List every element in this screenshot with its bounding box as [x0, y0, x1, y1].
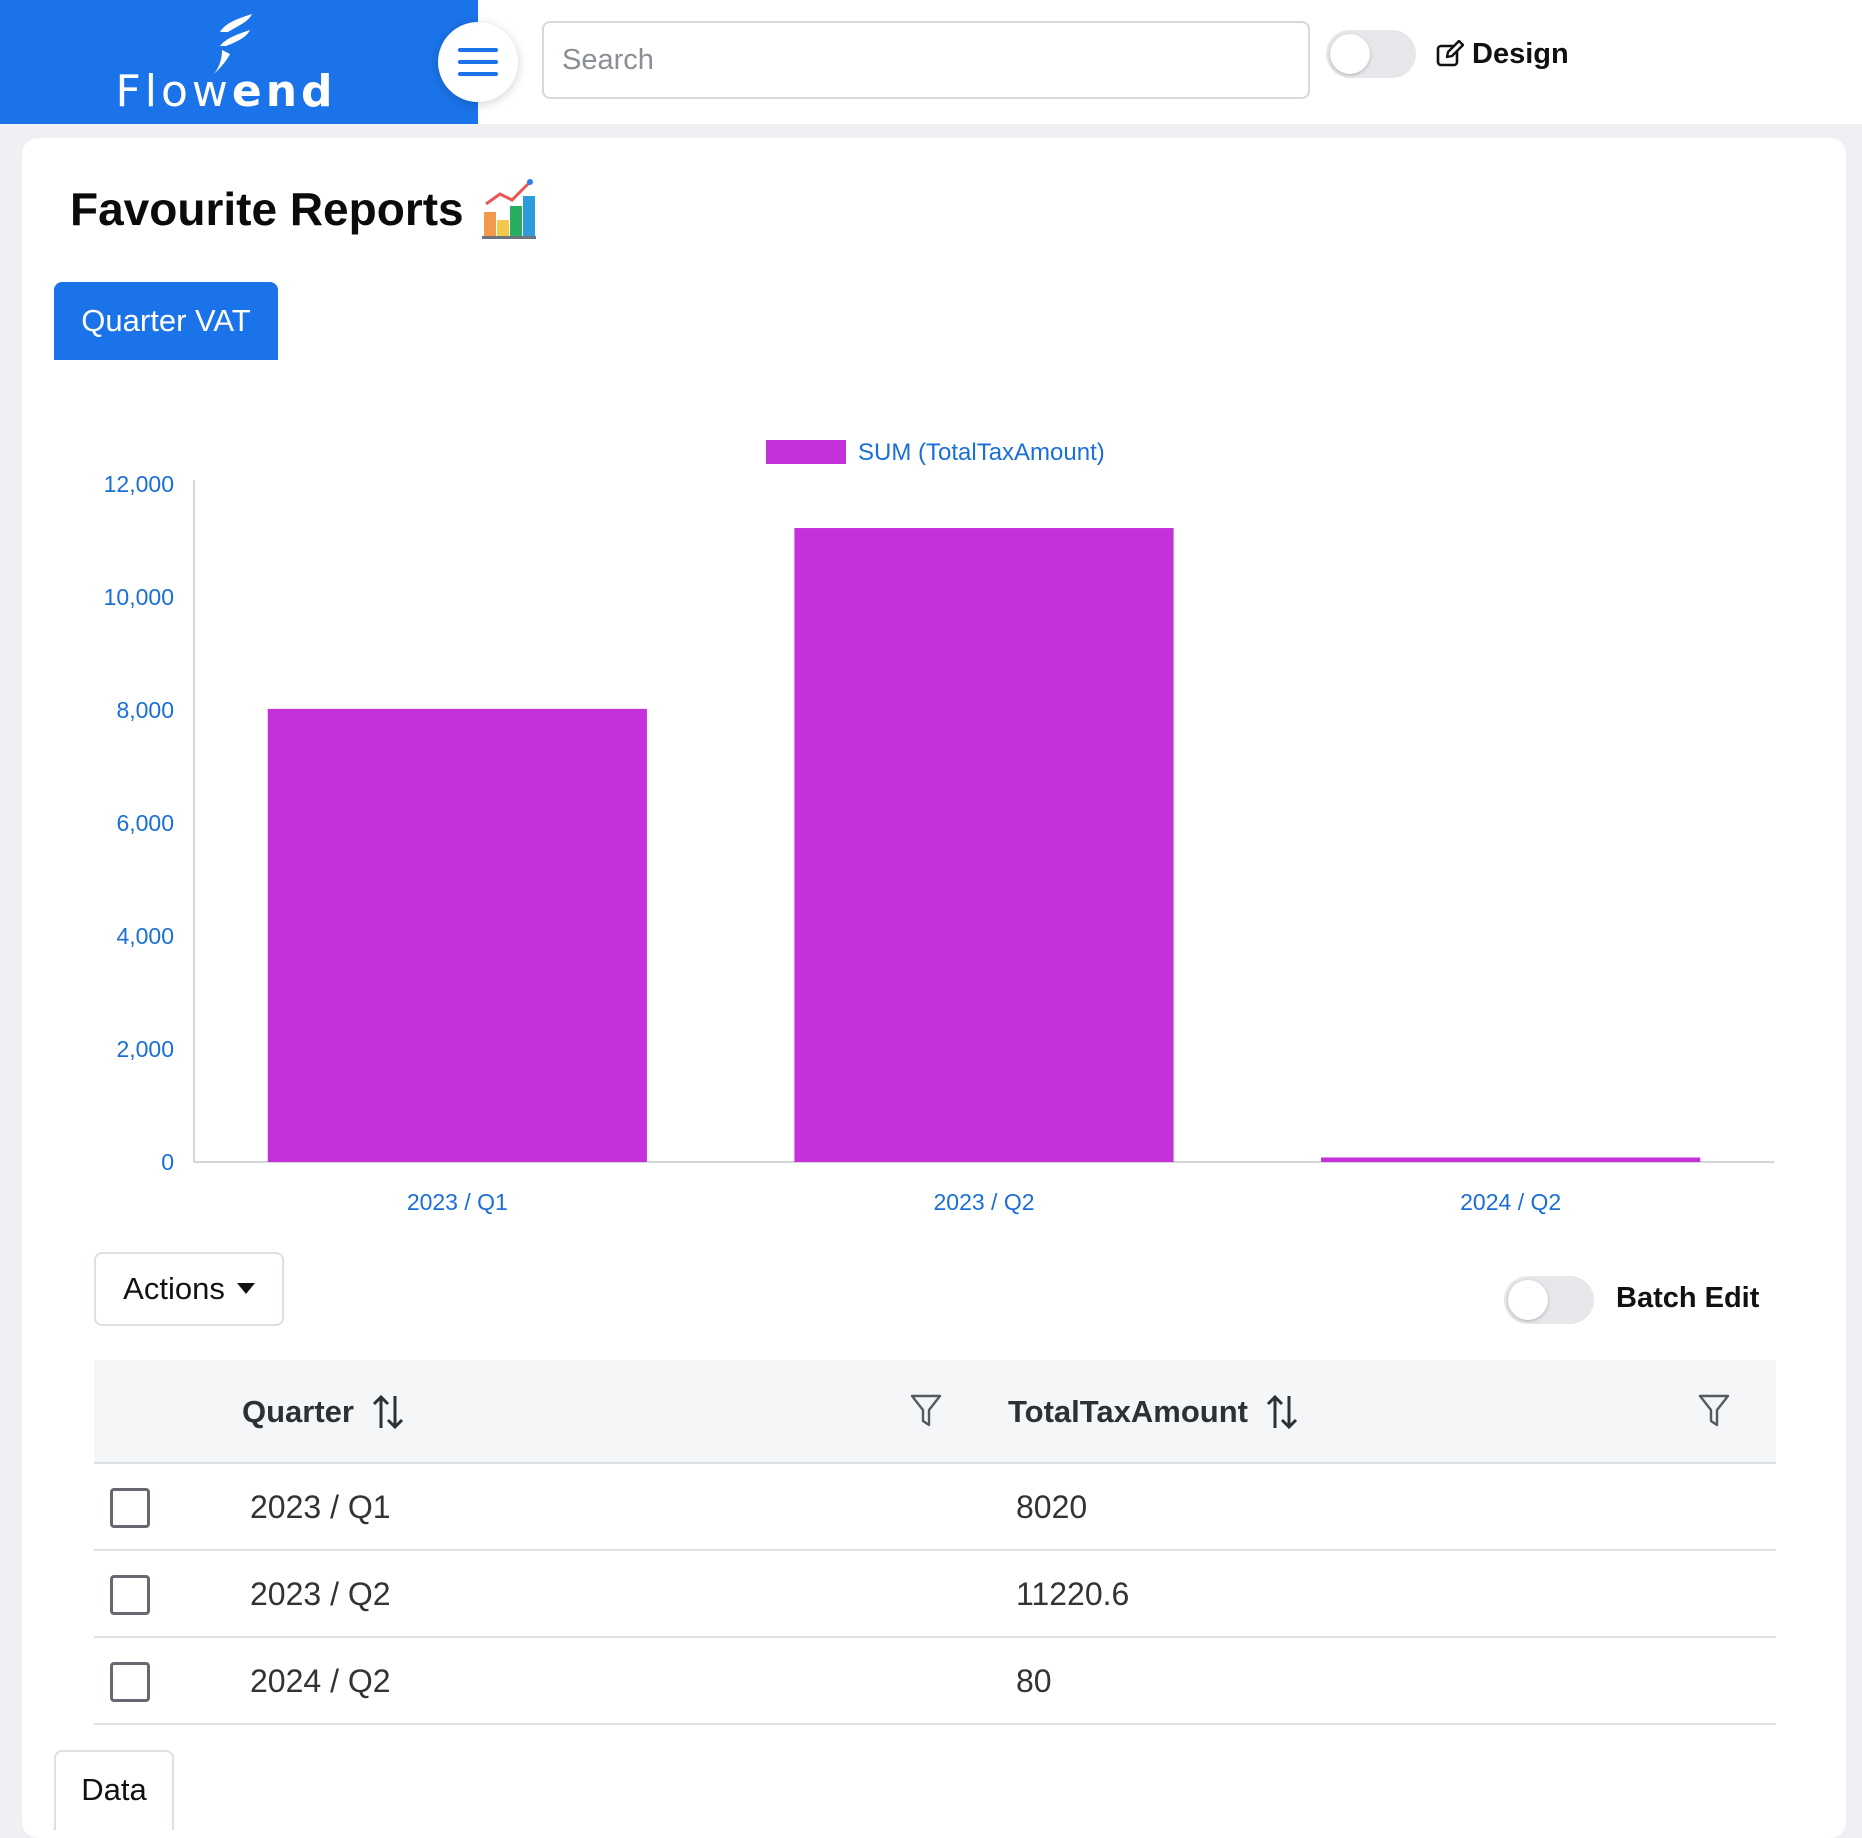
x-tick-label: 2023 / Q2 [933, 1189, 1034, 1215]
tab-data[interactable]: Data [54, 1750, 174, 1830]
y-tick-label: 4,000 [116, 923, 174, 949]
y-tick-label: 6,000 [116, 810, 174, 836]
actions-label: Actions [123, 1271, 225, 1306]
y-tick-label: 2,000 [116, 1036, 174, 1062]
page-title: Favourite Reports [70, 178, 538, 240]
cell-quarter: 2023 / Q2 [250, 1576, 391, 1612]
quarter-vat-bar-chart: SUM (TotalTaxAmount) 0 2,000 4,000 6,000 8,00… [104, 439, 1774, 1215]
search-input[interactable] [542, 21, 1310, 99]
table-header: Quarter TotalTaxAmount [94, 1360, 1776, 1464]
brand-name-light: Flow [115, 66, 232, 117]
column-header-totaltaxamount[interactable]: TotalTaxAmount [1008, 1360, 1298, 1464]
design-label: Design [1472, 37, 1569, 70]
x-tick-label: 2024 / Q2 [1460, 1189, 1561, 1215]
legend-swatch [766, 440, 846, 464]
y-tick-label: 0 [161, 1149, 174, 1175]
brand-logo[interactable]: Flowend [0, 0, 478, 124]
brand-name: Flowend [0, 66, 452, 117]
chart-emoji-icon [481, 179, 536, 239]
sort-arrows-icon[interactable] [1266, 1394, 1298, 1430]
cell-quarter: 2023 / Q1 [250, 1489, 391, 1525]
row-checkbox[interactable] [110, 1488, 150, 1528]
column-title-quarter: Quarter [242, 1394, 354, 1429]
actions-dropdown[interactable]: Actions [94, 1252, 284, 1326]
tab-quarter-vat[interactable]: Quarter VAT [54, 282, 278, 360]
legend-label: SUM (TotalTaxAmount) [858, 439, 1105, 466]
x-tick-label: 2023 / Q1 [407, 1189, 508, 1215]
funnel-icon[interactable] [910, 1394, 942, 1428]
report-table: Quarter TotalTaxAmount [94, 1360, 1776, 1725]
chart-bar [1321, 1157, 1701, 1162]
sort-arrows-icon[interactable] [372, 1394, 404, 1430]
brand-name-bold: end [231, 66, 337, 117]
edit-icon [1436, 40, 1464, 67]
flowend-logo-icon [214, 14, 252, 74]
batch-edit-toggle[interactable] [1504, 1276, 1594, 1324]
toggle-knob [1330, 34, 1370, 74]
toggle-knob [1508, 1280, 1548, 1320]
y-tick-label: 10,000 [104, 584, 174, 610]
cell-totaltaxamount: 8020 [1016, 1489, 1088, 1525]
caret-down-icon [236, 1283, 255, 1294]
cell-totaltaxamount: 80 [1016, 1663, 1052, 1699]
cell-quarter: 2024 / Q2 [250, 1663, 391, 1699]
top-bar: Flowend Design [0, 0, 1862, 124]
design-button[interactable]: Design [1436, 30, 1569, 78]
table-row[interactable]: 2023 / Q2 11220.6 [94, 1551, 1776, 1638]
reports-card: Favourite Reports Quarter VAT SUM (Total… [22, 138, 1846, 1838]
row-checkbox[interactable] [110, 1662, 150, 1702]
y-tick-label: 12,000 [104, 471, 174, 497]
column-title-totaltaxamount: TotalTaxAmount [1008, 1394, 1248, 1429]
funnel-icon[interactable] [1698, 1394, 1730, 1428]
hamburger-icon [458, 48, 498, 76]
batch-edit-label: Batch Edit [1616, 1282, 1760, 1314]
table-row[interactable]: 2024 / Q2 80 [94, 1638, 1776, 1725]
column-header-quarter[interactable]: Quarter [242, 1360, 404, 1464]
chart-bar [794, 528, 1174, 1162]
theme-toggle[interactable] [1326, 30, 1416, 78]
cell-totaltaxamount: 11220.6 [1016, 1576, 1130, 1612]
chart-bar [267, 708, 647, 1162]
menu-button[interactable] [438, 22, 518, 102]
y-tick-label: 8,000 [116, 697, 174, 723]
page-title-text: Favourite Reports [70, 183, 464, 235]
table-row[interactable]: 2023 / Q1 8020 [94, 1464, 1776, 1551]
row-checkbox[interactable] [110, 1575, 150, 1615]
